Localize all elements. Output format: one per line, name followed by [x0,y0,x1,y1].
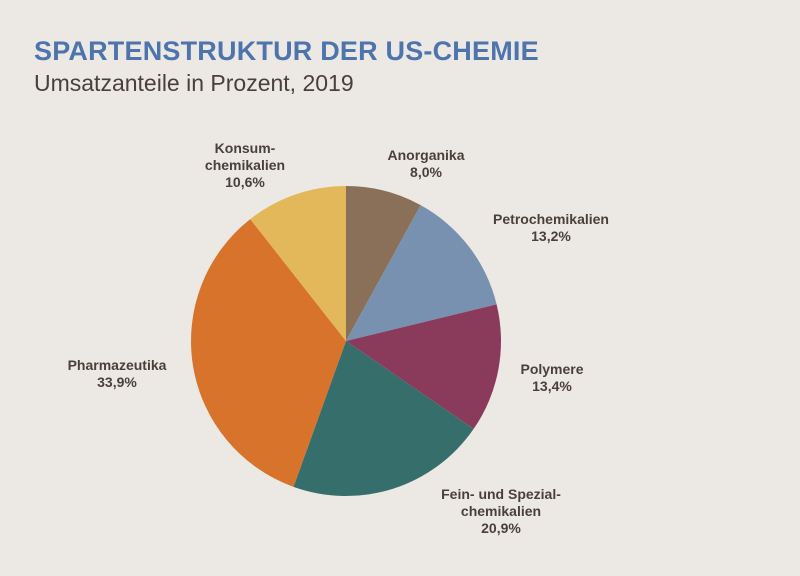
pie-slice [191,219,346,487]
slice-label: Konsum-chemikalien 10,6% [205,140,285,191]
slice-label: Petrochemikalien 13,2% [493,211,609,245]
chart-subtitle: Umsatzanteile in Prozent, 2019 [34,70,354,96]
slice-value-label: 20,9% [481,520,521,536]
pie-slice [346,304,501,429]
slice-label-text: Petrochemikalien [493,211,609,227]
pie-slice [346,205,497,341]
slice-value-label: 13,4% [532,378,572,394]
pie-slices [191,186,501,497]
pie-slice [346,186,421,341]
slice-label-text: Polymere [520,361,584,377]
pie-slice [293,341,474,497]
slice-label-text: Fein- und Spezial- [441,486,561,502]
slice-label-text: chemikalien [204,157,286,173]
slice-label-text: Anorganika [387,147,465,163]
slice-value-label: 33,9% [97,374,137,390]
slice-label: Anorganika 8,0% [387,147,464,181]
slice-value-label: 10,6% [225,174,265,190]
slice-label-text: Pharmazeutika [67,357,167,373]
slice-label: Polymere 13,4% [520,361,583,395]
slice-value-label: 13,2% [531,228,571,244]
slice-label-text: chemikalien [460,503,542,519]
slice-value-label: 8,0% [410,164,442,180]
slice-label: Pharmazeutika 33,9% [68,357,167,391]
pie-slice [250,186,346,341]
slice-label-text: Konsum- [214,140,276,156]
chart-title: SPARTENSTRUKTUR DER US-CHEMIE [34,36,539,66]
slice-label: Fein- und Spezial-chemikalien 20,9% [441,486,561,537]
